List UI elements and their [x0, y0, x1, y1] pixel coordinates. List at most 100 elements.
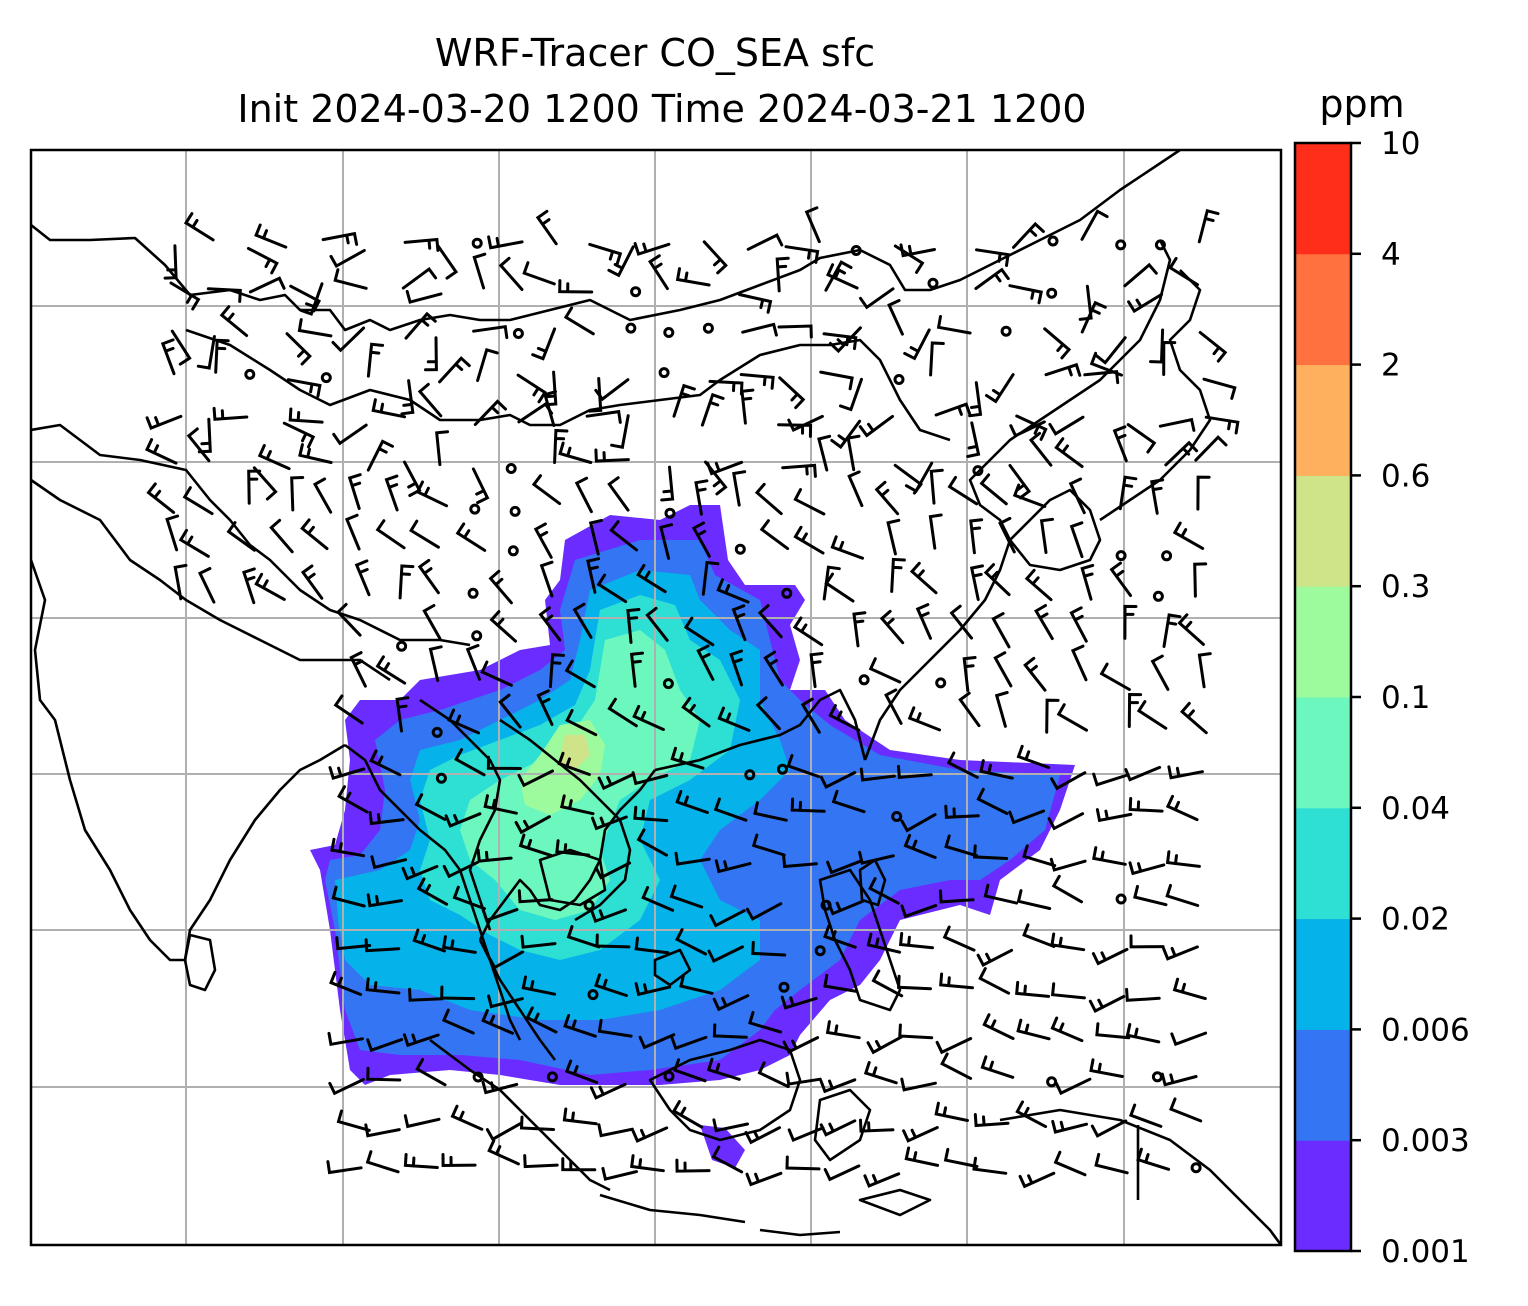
wind-barb: [934, 402, 972, 417]
wind-barb: [1124, 765, 1162, 782]
wind-barb: [846, 434, 861, 472]
wind-barb: [282, 421, 316, 449]
colorbar-band: [1295, 697, 1351, 809]
wind-barb: [1053, 1150, 1087, 1177]
border-china-west: [31, 423, 471, 647]
wind-barb: [737, 293, 773, 314]
wind-barb: [516, 373, 547, 404]
wind-barb: [1069, 521, 1084, 559]
wind-barb: [983, 563, 1011, 597]
wind-barb: [1095, 1022, 1131, 1040]
wind-barb: [1150, 478, 1165, 515]
wind-barb: [633, 242, 671, 256]
wind-barb: [335, 602, 362, 637]
wind-barb: [790, 797, 826, 813]
wind-barb: [1054, 1077, 1092, 1096]
wind-barb: [751, 833, 786, 857]
wind-barb: [748, 1010, 783, 1034]
wind-barb: [561, 1157, 597, 1172]
calm-wind-marker: [1152, 590, 1164, 602]
calm-wind-marker: [935, 677, 947, 689]
wind-barb: [648, 254, 669, 291]
wind-barb: [1034, 604, 1054, 641]
wind-barb: [290, 476, 305, 512]
wind-barb: [976, 948, 1014, 968]
wind-barb: [517, 769, 554, 788]
wind-barb: [863, 1061, 898, 1085]
wind-barb: [712, 1118, 749, 1133]
wind-barb: [473, 399, 507, 426]
wind-barb: [903, 328, 931, 361]
wind-barb: [145, 414, 183, 430]
calm-wind-marker: [663, 1070, 675, 1082]
wind-barb: [985, 373, 1015, 404]
wind-barb: [691, 521, 711, 558]
wind-barb: [1016, 1018, 1051, 1041]
wind-barb: [563, 1014, 597, 1038]
wind-barb: [607, 476, 630, 512]
colorbar-tick-label: 0.006: [1381, 1012, 1470, 1048]
wind-barb: [745, 1171, 783, 1187]
wind-barb: [858, 850, 895, 865]
wind-barb: [454, 748, 486, 777]
wind-barb: [782, 1036, 820, 1054]
wind-barb: [1197, 208, 1220, 244]
wind-barb: [636, 563, 667, 594]
wind-barb: [859, 1118, 895, 1133]
wind-barb: [300, 518, 329, 551]
wind-barb: [538, 606, 562, 642]
coastline-korea: [1008, 488, 1102, 572]
wind-barb: [412, 928, 446, 953]
wind-barb: [1202, 377, 1237, 400]
wind-barb: [823, 973, 859, 993]
wind-barb: [455, 522, 487, 552]
wind-barb: [638, 1033, 676, 1050]
wind-barb: [183, 212, 215, 242]
wind-barb: [701, 560, 720, 596]
calm-wind-marker: [431, 726, 443, 738]
calm-wind-marker: [1154, 239, 1166, 251]
wind-barb: [739, 373, 775, 390]
wind-barb: [1204, 415, 1240, 435]
wind-barb: [890, 557, 906, 593]
wind-barb: [893, 244, 925, 274]
wind-barb: [422, 604, 442, 641]
colorbar-band: [1295, 1140, 1351, 1252]
wind-barb: [1128, 797, 1164, 813]
wind-barb: [716, 578, 750, 604]
wind-barb: [1193, 562, 1208, 598]
wind-barb: [401, 267, 438, 290]
wind-barb: [1179, 701, 1208, 735]
wind-barb: [365, 977, 401, 995]
wind-barb: [929, 341, 945, 377]
wind-barb: [631, 771, 669, 786]
wind-barb: [746, 233, 784, 251]
wind-barb: [694, 479, 709, 516]
wind-barb: [440, 985, 476, 1001]
wind-barb: [246, 246, 279, 275]
wind-barb: [979, 473, 1008, 506]
wind-barb: [871, 969, 904, 998]
wind-barb: [757, 1061, 790, 1089]
colorbar-tick-label: 4: [1381, 237, 1401, 273]
calm-wind-marker: [744, 769, 756, 781]
wind-barb: [969, 564, 984, 601]
coastline-india: [31, 559, 346, 962]
wind-barb: [947, 475, 979, 506]
wind-barb: [994, 691, 1009, 728]
wind-barb: [525, 1006, 558, 1034]
wind-barb: [196, 335, 216, 370]
wind-barb: [252, 466, 278, 501]
wind-barb: [488, 569, 513, 605]
wind-barb: [819, 771, 857, 790]
wind-barb: [366, 342, 385, 378]
wind-barb: [975, 248, 1010, 267]
wind-barb: [1012, 221, 1045, 249]
wind-barb: [401, 865, 439, 881]
wind-barb: [702, 240, 728, 275]
coastline-sulawesi: [813, 1088, 872, 1162]
map-frame: [29, 148, 1283, 1247]
wind-barb: [1123, 262, 1158, 288]
wind-barb: [398, 564, 415, 600]
wind-barb: [675, 790, 709, 814]
